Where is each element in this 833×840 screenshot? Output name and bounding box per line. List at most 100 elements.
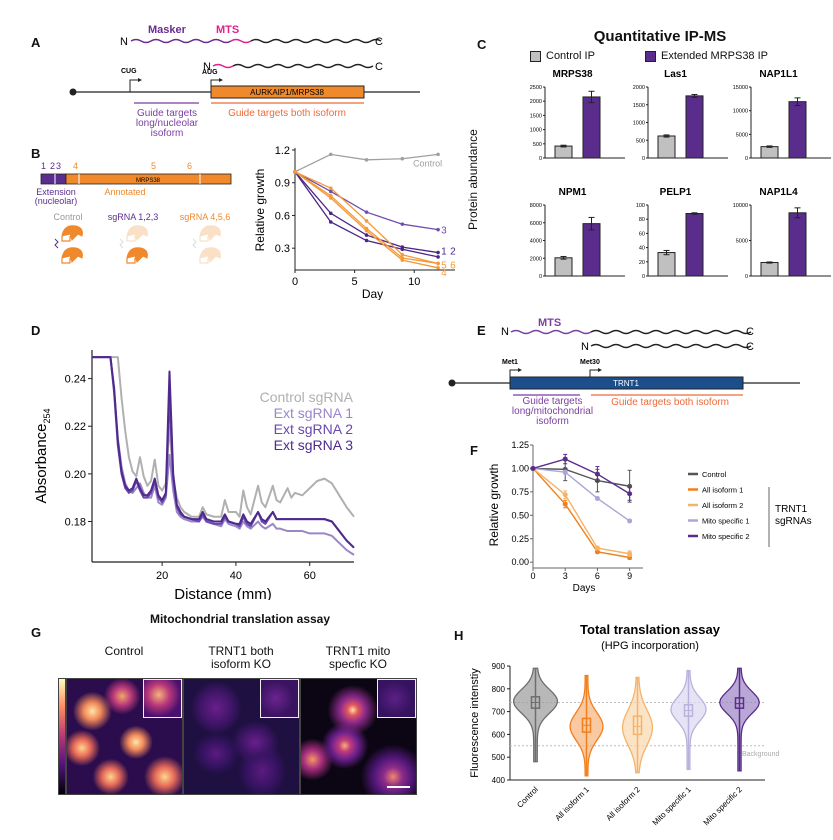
ribosome-icon	[61, 225, 83, 242]
d-y-tick-label: 0.22	[65, 421, 86, 433]
g-img-title-control: Control	[66, 645, 182, 658]
h-y-tick-label: 900	[492, 662, 506, 671]
f-legend-label: All isoform 2	[702, 501, 743, 510]
h-x-tick-label: Control	[515, 785, 540, 810]
d-x-label: Distance (mm)	[174, 586, 272, 600]
e-gene-name: TRNT1	[613, 379, 639, 388]
c-y-tick-label: 2500	[530, 85, 542, 91]
b-data-point	[400, 222, 405, 226]
c-subplot-title: MRPS38	[552, 69, 592, 80]
e-short-n: N	[581, 341, 589, 353]
h-x-tick-label: Mito specific 1	[651, 785, 694, 828]
panel-d-label: D	[31, 323, 41, 338]
b-data-point	[364, 158, 369, 162]
f-data-point	[627, 518, 633, 524]
c-y-tick-label: 10000	[733, 109, 748, 115]
d-polysome-chart: 0.18 0.20 0.22 0.24 20 40 60 Distance (mm) Absor…	[33, 350, 355, 600]
g-img-title-line: Control	[104, 644, 144, 658]
b-y-tick-label: 0.6	[275, 210, 290, 222]
c-subplot-title: NAP1L1	[759, 69, 798, 80]
c-y-tick-label: 40	[639, 246, 645, 252]
b-data-point	[364, 226, 369, 231]
g-img-title-line: specfic KO	[328, 657, 388, 671]
f-y-tick-label: 0.75	[511, 487, 529, 497]
g-img-title-both-ko: TRNT1 both isoform KO	[183, 645, 299, 671]
c-legend-swatch-control	[530, 50, 541, 62]
panel-b-label: B	[31, 146, 41, 161]
c-legend-swatch-extended	[645, 50, 656, 62]
c-bar	[685, 213, 704, 277]
a-short-mts	[212, 63, 234, 69]
b-condition-control: Control	[53, 212, 82, 222]
h-y-tick-label: 500	[492, 753, 506, 762]
e-long-c: C	[746, 326, 754, 338]
c-legend-label: Extended MRPS38 IP	[661, 50, 769, 62]
c-y-tick-label: 2000	[633, 85, 645, 91]
h-reference-label: Background	[742, 751, 779, 758]
g-inset-both-ko	[260, 679, 299, 718]
ribosome-icon	[126, 225, 148, 242]
a-guide-long-1: Guide targets	[137, 108, 197, 119]
b-growth-chart: 0.3 0.6 0.9 1.2 0 5 10 Day Relative growth Contro…	[253, 145, 456, 300]
a-guide-long-3: isoform	[151, 128, 184, 139]
g-image-both-ko	[183, 678, 300, 795]
f-series-line	[532, 467, 630, 559]
b-data-point	[400, 256, 405, 260]
f-y-tick-label: 0.00	[511, 557, 529, 567]
panel-e-label: E	[477, 323, 486, 338]
b-y-label: Relative growth	[253, 169, 267, 252]
f-group-label-1: TRNT1	[775, 504, 808, 515]
b-y-tick-label: 0.3	[275, 243, 290, 255]
f-series-line	[532, 467, 631, 522]
c-bar	[788, 212, 807, 277]
d-series-line	[92, 356, 355, 549]
c-subplot-title: Las1	[664, 69, 687, 80]
d-legend-label: Ext sgRNA 1	[274, 405, 354, 421]
c-subplot-title: NAP1L4	[759, 187, 798, 198]
h-y-tick-label: 400	[492, 776, 506, 785]
c-legend-item: Control IP	[530, 50, 595, 62]
c-bar	[582, 96, 601, 159]
b-sg-6: 6	[187, 161, 192, 171]
c-bar	[657, 252, 676, 277]
h-x-tick-label: All isoform 1	[553, 785, 591, 823]
a-mts-label: MTS	[216, 24, 239, 36]
f-x-tick-label: 9	[627, 571, 632, 581]
c-y-tick-label: 10000	[733, 203, 748, 209]
a-short-n: N	[203, 61, 211, 73]
ribosome-icon	[199, 225, 221, 242]
b-label-control: Control	[413, 158, 442, 168]
a-mts-segment	[230, 38, 252, 44]
c-bar	[788, 101, 807, 159]
f-x-tick-label: 0	[530, 571, 535, 581]
f-legend-label: Control	[702, 470, 727, 479]
e-long-body	[590, 329, 752, 335]
b-extension-label-1: Extension	[36, 187, 76, 197]
d-legend-label: Ext sgRNA 2	[274, 421, 354, 437]
a-masker-segment	[130, 38, 232, 44]
h-y-tick-label: 600	[492, 730, 506, 739]
c-y-tick-label: 1500	[633, 103, 645, 109]
f-x-label: Days	[573, 583, 596, 594]
b-data-point	[436, 261, 440, 266]
c-y-tick-label: 5000	[736, 239, 748, 245]
f-data-point	[530, 465, 536, 471]
d-y-tick-label: 0.24	[65, 374, 86, 386]
g-image-mito-ko	[300, 678, 417, 795]
b-data-point	[364, 219, 369, 223]
b-data-point	[436, 250, 440, 255]
g-inset-mito-ko	[377, 679, 416, 718]
c-y-tick-label: 15000	[733, 85, 748, 91]
d-y-tick-label: 0.20	[65, 469, 86, 481]
f-data-point	[562, 501, 568, 507]
c-y-tick-label: 0	[745, 156, 748, 162]
b-data-point	[436, 152, 440, 157]
a-aug-arrow	[210, 79, 219, 86]
c-y-tick-label: 0	[745, 274, 748, 280]
h-y-tick-label: 700	[492, 708, 506, 717]
c-ylabel: Protein abundance	[466, 129, 480, 230]
c-y-tick-label: 1000	[633, 121, 645, 127]
a-cug-arrow	[129, 79, 138, 92]
c-y-tick-label: 1000	[530, 128, 542, 134]
h-box	[632, 715, 643, 736]
